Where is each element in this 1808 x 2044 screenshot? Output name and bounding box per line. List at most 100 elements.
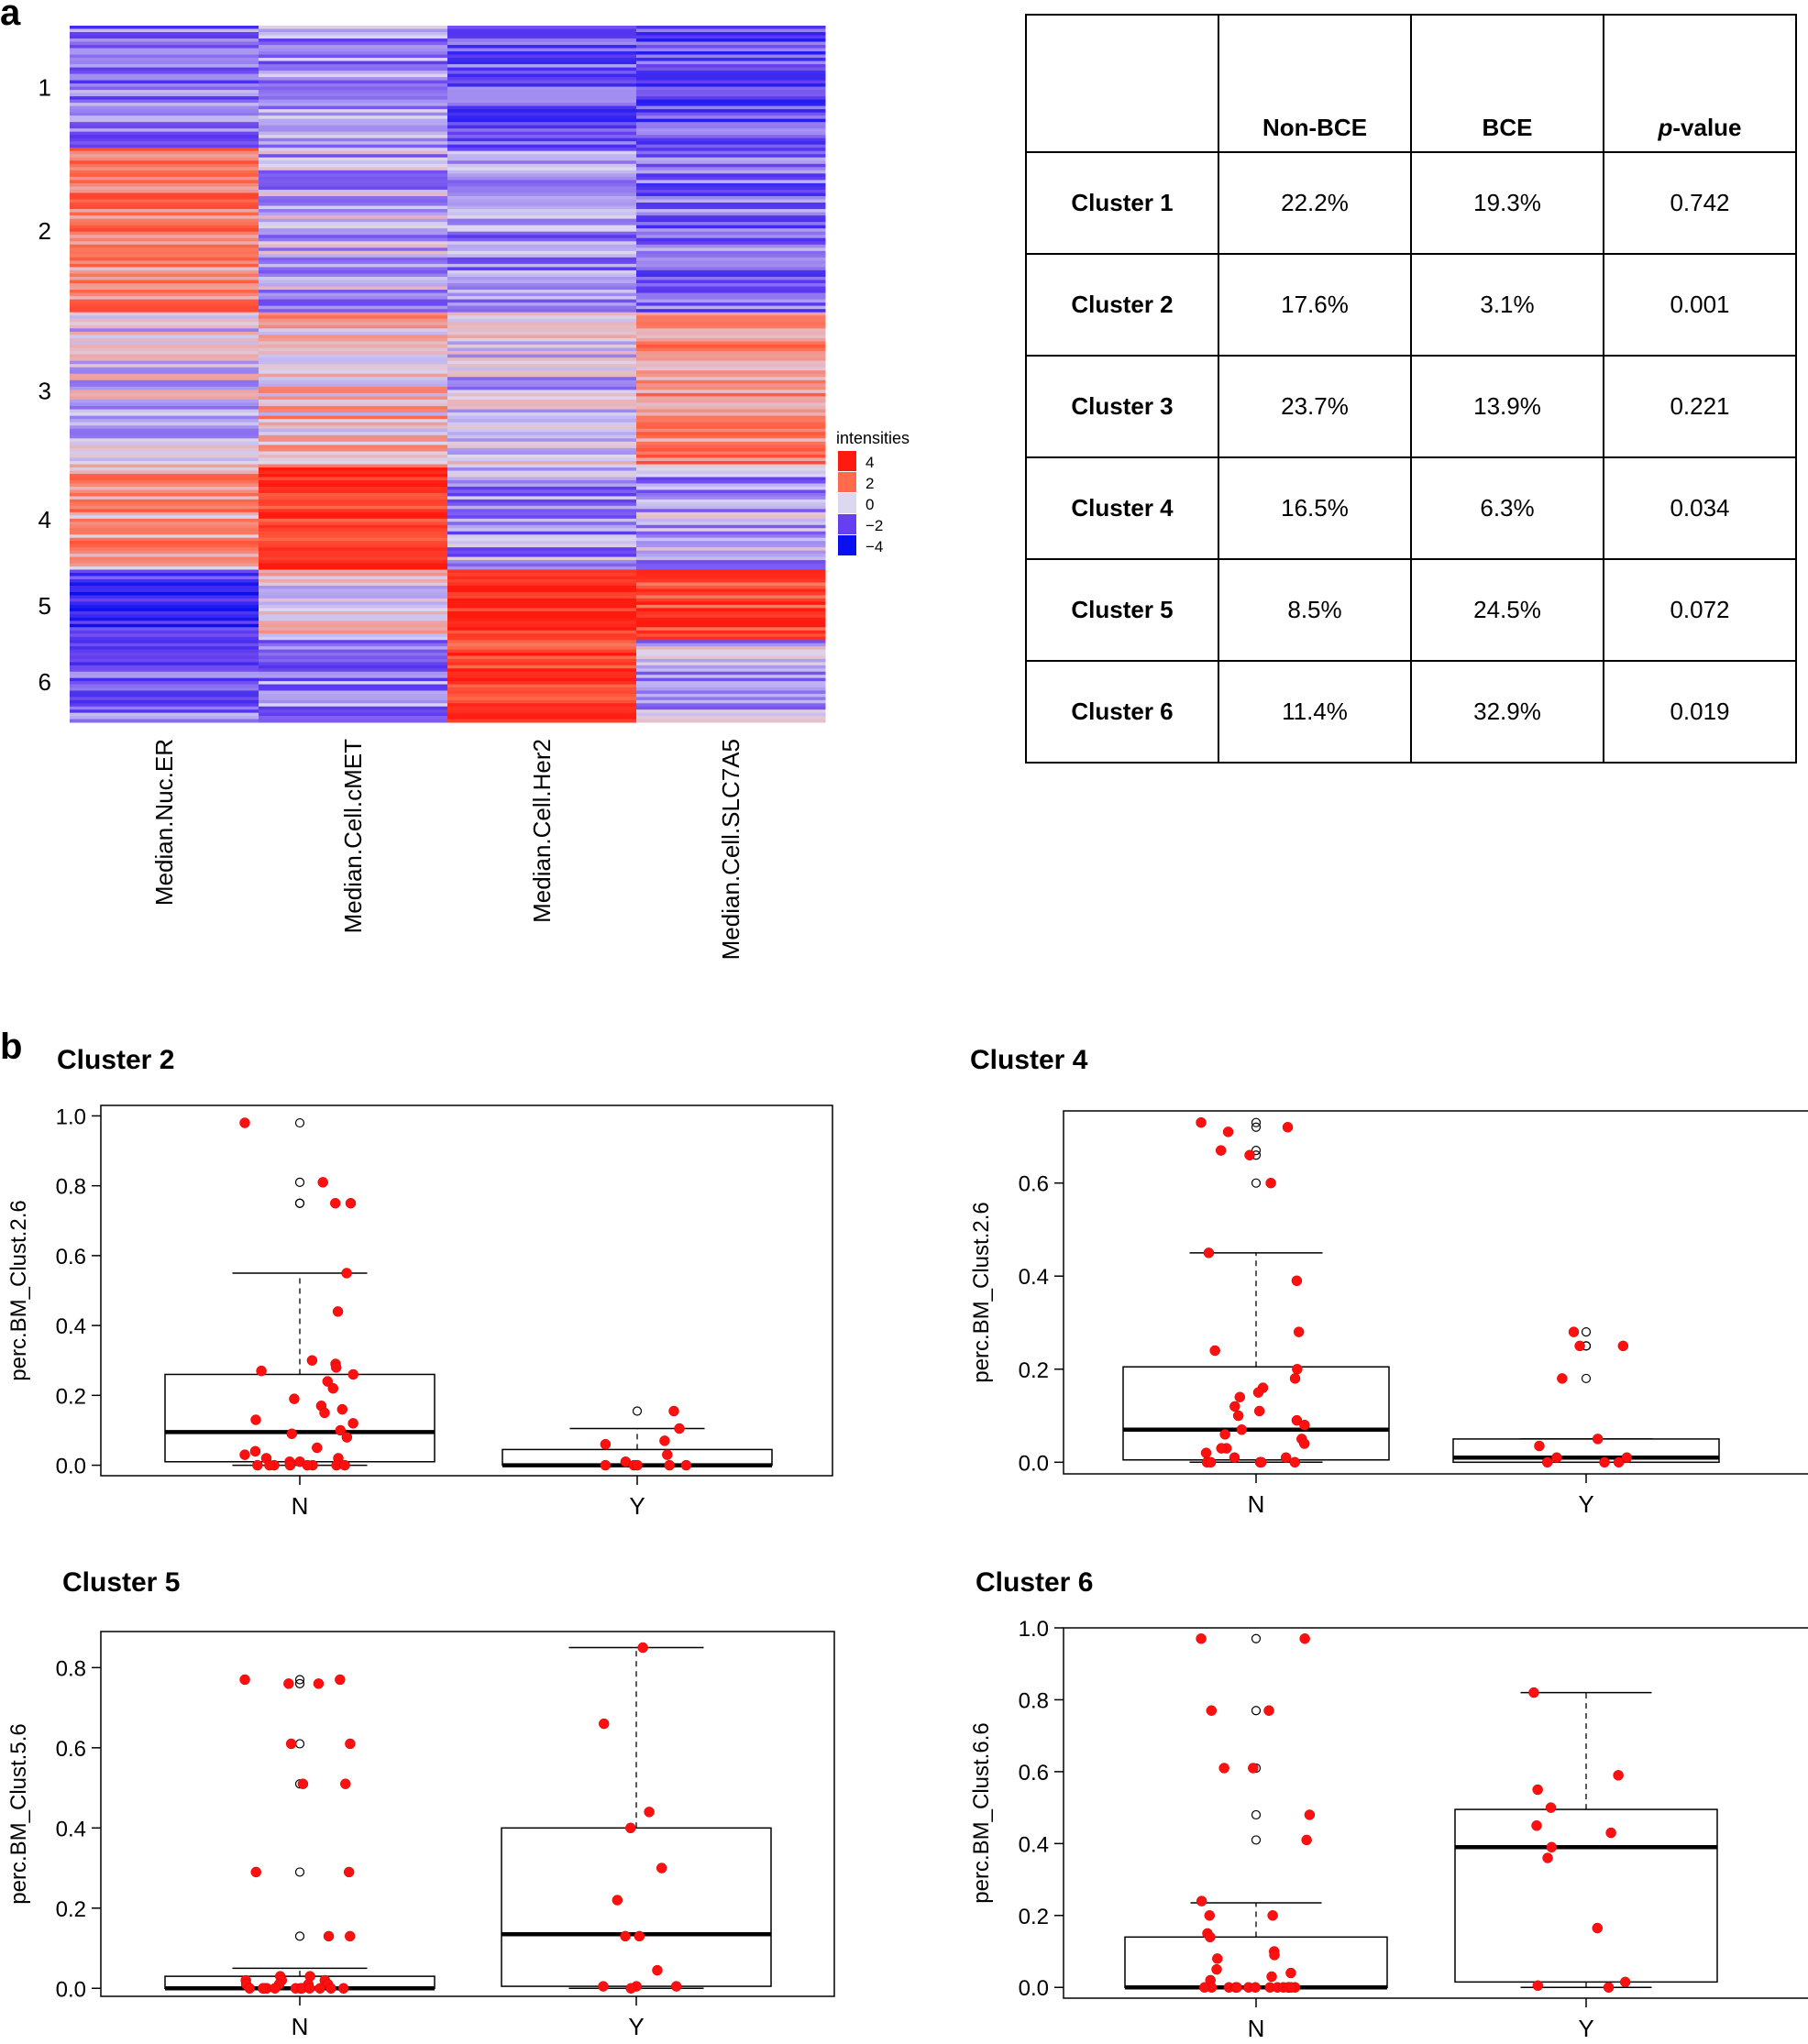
heatmap-cell xyxy=(70,415,259,420)
heatmap-cell xyxy=(70,534,259,539)
heatmap-cell xyxy=(70,483,259,488)
outlier-point xyxy=(1251,1633,1262,1643)
heatmap-cell xyxy=(259,131,448,136)
data-point xyxy=(680,1459,692,1471)
heatmap-cell xyxy=(70,41,259,46)
heatmap-cell xyxy=(447,296,637,301)
heatmap-column-label: Median.Cell.SLC7A5 xyxy=(717,739,744,960)
heatmap-cell xyxy=(259,364,448,368)
data-point xyxy=(674,1423,685,1434)
heatmap-cell xyxy=(447,328,637,333)
heatmap-cell xyxy=(259,662,448,666)
heatmap-cell xyxy=(636,163,826,168)
heatmap-cell xyxy=(259,292,448,297)
heatmap-cell xyxy=(70,457,259,462)
heatmap-cell xyxy=(259,148,448,152)
heatmap-column-label: Median.Nuc.ER xyxy=(150,739,178,906)
heatmap-cell xyxy=(259,445,448,449)
heatmap-cell xyxy=(70,379,259,384)
heatmap-cell xyxy=(447,141,637,146)
heatmap-cell xyxy=(259,461,448,466)
plot-frame xyxy=(100,1104,833,1477)
outlier-point xyxy=(294,1678,305,1688)
table-row: Cluster 6 11.4% 32.9% 0.019 xyxy=(1025,660,1797,764)
table-header-p-value: p-value xyxy=(1603,14,1797,153)
y-tick-label: 0.2 xyxy=(56,1384,86,1409)
y-tick-label: 0.2 xyxy=(1019,1358,1049,1383)
table-cell-non-bce: 16.5% xyxy=(1218,456,1412,560)
heatmap-cell xyxy=(447,383,637,388)
heatmap-cell xyxy=(70,522,259,526)
heatmap-cell xyxy=(70,608,259,612)
heatmap-cell xyxy=(259,328,448,333)
heatmap-cell xyxy=(447,118,637,123)
heatmap-cell xyxy=(70,254,259,258)
heatmap-cell xyxy=(70,318,259,323)
heatmap-cell xyxy=(447,80,637,84)
heatmap-cell xyxy=(70,441,259,445)
heatmap-cell xyxy=(636,364,826,368)
heatmap-cell xyxy=(70,170,259,174)
heatmap-cell xyxy=(259,556,448,561)
heatmap-cell xyxy=(259,286,448,291)
heatmap-cell xyxy=(70,649,259,654)
heatmap-cell xyxy=(259,630,448,634)
heatmap-cell xyxy=(636,237,826,242)
heatmap-cell xyxy=(447,486,637,490)
heatmap-cell xyxy=(447,364,637,368)
heatmap-cell xyxy=(259,28,448,33)
heatmap-cell xyxy=(636,203,826,207)
heatmap-cell xyxy=(447,90,637,94)
heatmap-cell xyxy=(636,486,826,490)
heatmap-cell xyxy=(447,457,637,462)
data-point xyxy=(1280,1452,1292,1463)
heatmap-cell xyxy=(636,438,826,443)
heatmap-cell xyxy=(259,218,448,223)
heatmap-cell xyxy=(70,286,259,291)
heatmap-cell xyxy=(447,73,637,78)
data-point xyxy=(1293,1326,1305,1337)
heatmap-cell xyxy=(70,563,259,567)
heatmap-cell xyxy=(70,163,259,168)
heatmap-cell xyxy=(70,73,259,78)
heatmap-cell xyxy=(447,445,637,449)
data-point xyxy=(662,1449,673,1460)
data-point xyxy=(250,1414,261,1425)
heatmap-cell xyxy=(636,176,826,181)
heatmap-cell xyxy=(636,541,826,545)
heatmap-cell xyxy=(447,276,637,280)
heatmap-cell xyxy=(70,409,259,413)
heatmap-cell xyxy=(636,617,826,621)
panel-b-label: b xyxy=(0,1027,23,1067)
heatmap-cell xyxy=(636,591,826,596)
heatmap-cell xyxy=(447,617,637,621)
heatmap-cell xyxy=(447,693,637,698)
heatmap-cell xyxy=(70,205,259,210)
heatmap-cell xyxy=(70,218,259,223)
y-tick-label: 0.2 xyxy=(1019,1905,1049,1929)
data-point xyxy=(1613,1770,1624,1781)
heatmap-cell xyxy=(259,103,448,107)
heatmap-cell xyxy=(447,173,637,178)
heatmap-cell xyxy=(636,621,826,625)
heatmap-cell xyxy=(447,712,637,717)
data-point xyxy=(637,1642,648,1654)
heatmap-cell xyxy=(259,668,448,673)
heatmap-cell xyxy=(636,693,826,698)
data-point xyxy=(325,1983,336,1995)
data-point xyxy=(286,1428,298,1440)
heatmap-cell xyxy=(259,73,448,78)
heatmap-cell xyxy=(447,716,637,720)
heatmap-cell xyxy=(70,633,259,638)
heatmap-cell xyxy=(259,296,448,301)
heatmap-cell xyxy=(259,228,448,233)
heatmap-cell xyxy=(447,563,637,567)
heatmap-cell xyxy=(636,582,826,587)
data-point xyxy=(1285,1982,1297,1993)
heatmap-cell xyxy=(447,409,637,413)
heatmap-cell xyxy=(636,118,826,123)
y-tick-label: 0.6 xyxy=(56,1737,86,1762)
heatmap-cell xyxy=(447,550,637,555)
heatmap-cell xyxy=(259,646,448,651)
heatmap-cell xyxy=(447,105,637,110)
